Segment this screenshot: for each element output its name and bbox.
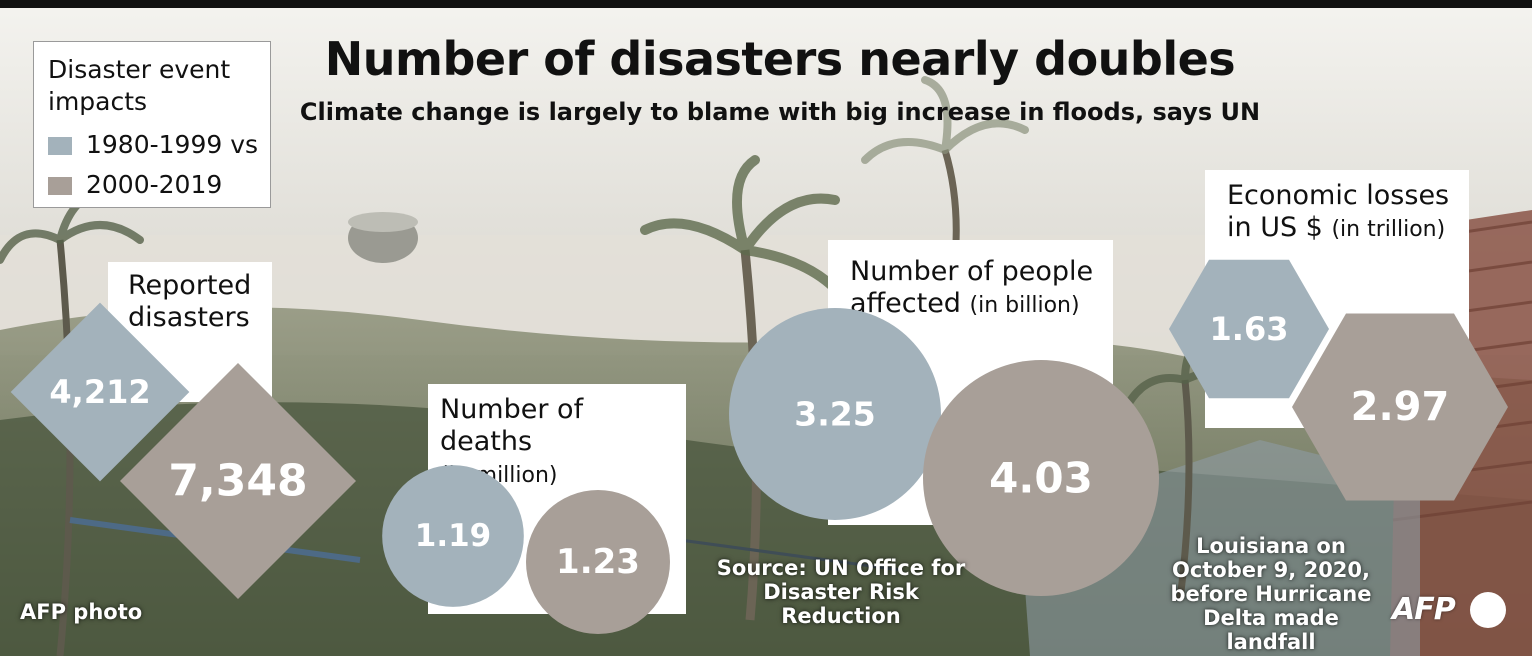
afp-logo-dot bbox=[1470, 592, 1506, 628]
number-of-deaths-circle-1980-1999 bbox=[382, 465, 524, 607]
legend-entry-1980-1999: 1980-1999 vs bbox=[48, 130, 258, 159]
economic-losses-in-us-hexagon-2000-2019 bbox=[1292, 313, 1508, 501]
label-economic-losses: Economic losses in US $ (in trillion) bbox=[1227, 180, 1467, 246]
economic-losses-in-us-value-1980-1999: 1.63 bbox=[1210, 310, 1289, 348]
label-losses-unit: (in trillion) bbox=[1331, 217, 1446, 242]
label-reported-disasters: Reported disasters bbox=[128, 270, 252, 333]
legend-label-1980-1999: 1980-1999 vs bbox=[86, 130, 259, 159]
label-losses-title: Economic losses in US $ bbox=[1227, 180, 1450, 243]
number-of-deaths-value-2000-2019: 1.23 bbox=[556, 542, 640, 582]
chart-title: Number of disasters nearly doubles bbox=[324, 32, 1236, 86]
number-of-deaths-circle-2000-2019 bbox=[526, 490, 670, 634]
reported-disasters-value-1980-1999: 4,212 bbox=[49, 373, 150, 411]
top-rule bbox=[0, 0, 1532, 8]
legend-swatch-2000-2019 bbox=[48, 177, 72, 195]
photo-credit: AFP photo bbox=[20, 600, 143, 624]
afp-logo: AFP bbox=[1392, 592, 1456, 627]
number-of-deaths-value-1980-1999: 1.19 bbox=[415, 518, 492, 554]
economic-losses-in-us-hexagon-1980-1999 bbox=[1168, 259, 1330, 399]
source-note: Source: UN Office for Disaster Risk Redu… bbox=[716, 556, 966, 628]
legend-swatch-1980-1999 bbox=[48, 137, 72, 155]
legend: Disaster event impacts 1980-1999 vs 2000… bbox=[33, 41, 271, 208]
legend-title: Disaster event impacts bbox=[48, 55, 231, 116]
number-of-people-affected-value-2000-2019: 4.03 bbox=[989, 454, 1093, 503]
label-people-title: Number of people affected bbox=[850, 256, 1094, 319]
economic-losses-in-us-value-2000-2019: 2.97 bbox=[1351, 384, 1450, 430]
number-of-people-affected-value-1980-1999: 3.25 bbox=[794, 395, 875, 434]
legend-label-2000-2019: 2000-2019 bbox=[86, 170, 223, 199]
label-deaths-title: Number of deaths bbox=[440, 394, 584, 457]
reported-disasters-diamond-2000-2019 bbox=[120, 363, 356, 599]
number-of-people-affected-circle-2000-2019 bbox=[923, 360, 1159, 596]
label-people-unit: (in billion) bbox=[969, 293, 1080, 318]
legend-entry-2000-2019: 2000-2019 bbox=[48, 170, 222, 199]
number-of-people-affected-circle-1980-1999 bbox=[729, 308, 941, 520]
label-people-affected: Number of people affected (in billion) bbox=[850, 256, 1110, 322]
reported-disasters-diamond-1980-1999 bbox=[10, 302, 190, 482]
photo-caption: Louisiana on October 9, 2020, before Hur… bbox=[1170, 534, 1372, 654]
chart-subtitle: Climate change is largely to blame with … bbox=[299, 98, 1261, 126]
reported-disasters-value-2000-2019: 7,348 bbox=[168, 456, 307, 507]
